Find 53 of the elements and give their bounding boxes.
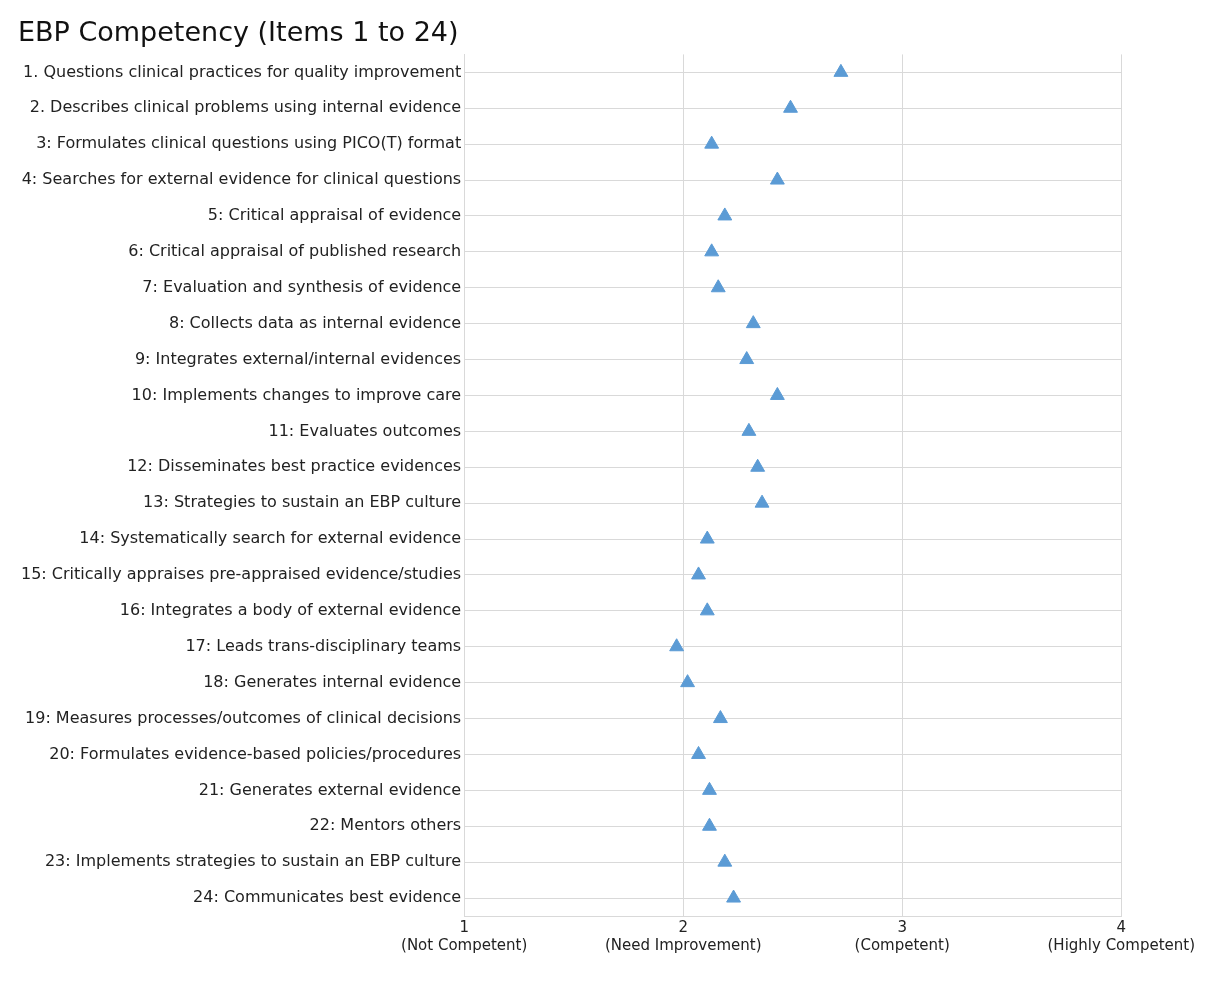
- point: [713, 710, 728, 724]
- y-tick-label: 6: Critical appraisal of published research: [128, 241, 462, 261]
- point: [769, 171, 785, 185]
- text: EBP Competency (Items 1 to 24): [18, 16, 459, 48]
- point: [833, 63, 849, 77]
- y-tick-label: 14: Systematically search for external evidence: [79, 528, 462, 548]
- x-tick-label: 4 (Highly Competent): [1047, 917, 1196, 954]
- y-tick-label: 23: Implements strategies to sustain an EBP culture: [44, 851, 462, 871]
- point: [680, 674, 696, 688]
- y-tick-label: 7: Evaluation and synthesis of evidence: [142, 276, 462, 296]
- y-tick-label: 22: Mentors others: [309, 815, 462, 835]
- point: [699, 530, 715, 544]
- y-tick-label: 5: Critical appraisal of evidence: [207, 205, 462, 225]
- point: [739, 351, 755, 365]
- point: [704, 135, 720, 149]
- x-tick-label: 1 (Not Competent): [401, 917, 528, 954]
- y-tick-label: 24: Communicates best evidence: [193, 887, 462, 907]
- y-tick-label: 20: Formulates evidence-based policies/procedures: [49, 743, 462, 763]
- y-tick-label: 19: Measures processes/outcomes of clinical decisions: [25, 707, 462, 727]
- point: [741, 422, 757, 436]
- y-tick-label: 13: Strategies to sustain an EBP culture: [143, 492, 462, 512]
- point: [702, 817, 717, 831]
- point: [704, 243, 720, 257]
- point: [699, 602, 715, 616]
- y-tick-label: 18: Generates internal evidence: [203, 671, 462, 691]
- point: [691, 566, 706, 580]
- y-tick-label: 8: Collects data as internal evidence: [168, 312, 462, 332]
- y-tick-label: 16: Integrates a body of external evidence: [119, 600, 462, 620]
- point: [710, 279, 726, 293]
- point: [745, 315, 761, 329]
- y-tick-label: 11: Evaluates outcomes: [268, 420, 462, 440]
- y-tick-label: 3: Formulates clinical questions using PICO(T) format: [36, 133, 462, 153]
- y-tick-label: 1. Questions clinical practices for quality improvement: [23, 61, 462, 81]
- point: [783, 99, 798, 113]
- point: [769, 386, 785, 400]
- x-tick-label: 2 (Need Improvement): [604, 917, 762, 954]
- y-tick-label: 4: Searches for external evidence for clinical questions: [21, 169, 462, 189]
- y-tick-label: 15: Critically appraises pre-appraised evidence/studies: [21, 564, 462, 584]
- y-tick-label: 10: Implements changes to improve care: [131, 384, 462, 404]
- point: [702, 781, 717, 795]
- point: [717, 853, 733, 867]
- point: [691, 745, 706, 759]
- y-tick-label: 2. Describes clinical problems using internal evidence: [29, 97, 462, 117]
- point: [726, 889, 741, 903]
- point: [754, 494, 770, 508]
- y-tick-label: 9: Integrates external/internal evidences: [134, 348, 462, 368]
- y-tick-label: 21: Generates external evidence: [198, 779, 462, 799]
- y-tick-label: 12: Disseminates best practice evidences: [127, 456, 462, 476]
- point: [750, 458, 766, 472]
- y-tick-label: 17: Leads trans-disciplinary teams: [185, 635, 462, 655]
- x-tick-label: 3 (Competent): [854, 917, 950, 954]
- point: [717, 207, 733, 221]
- point: [669, 638, 685, 652]
